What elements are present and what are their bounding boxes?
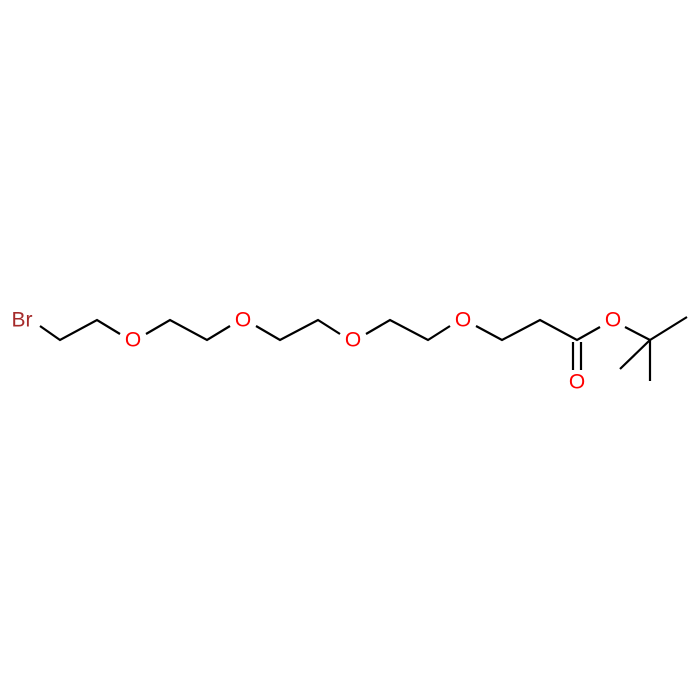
backbone-bond [145,318,231,342]
backbone-bond [365,318,451,342]
backbone-bond [39,318,121,342]
bonds [39,316,688,381]
atom-label-o: O [235,309,251,332]
atom-label-o: O [345,329,361,352]
backbone-bond [255,318,341,342]
atom-label-o: O [125,329,141,352]
backbone-bond [475,318,601,342]
atom-label-br: Br [12,309,33,332]
atom-label-o-carbonyl: O [569,371,585,394]
ester-bond [624,316,688,342]
atom-label-o: O [455,309,471,332]
atom-label-o-ester: O [605,309,621,332]
methyl-bond [619,339,651,370]
